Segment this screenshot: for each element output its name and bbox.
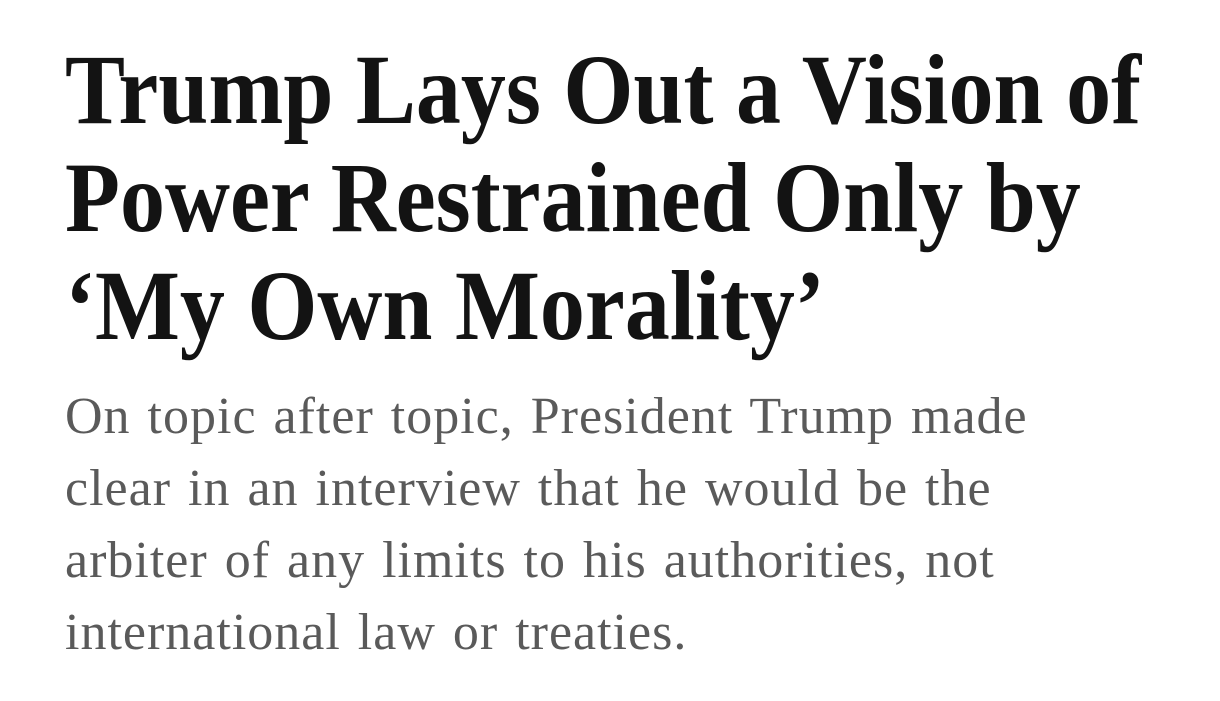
headline: Trump Lays Out a Vision of Power Restrai… (65, 36, 1200, 360)
article-header: Trump Lays Out a Vision of Power Restrai… (65, 36, 1200, 669)
headline-line: Power Restrained Only by (65, 142, 1081, 253)
summary-deck: On topic after topic, President Trump ma… (65, 381, 1200, 669)
summary-line: arbiter of any limits to his authorities… (65, 532, 995, 589)
headline-line: Trump Lays Out a Vision of (65, 34, 1142, 145)
headline-line: ‘My Own Morality’ (65, 250, 825, 361)
summary-line: On topic after topic, President Trump ma… (65, 388, 1028, 445)
summary-line: clear in an interview that he would be t… (65, 460, 992, 517)
summary-line: international law or treaties. (65, 604, 688, 661)
